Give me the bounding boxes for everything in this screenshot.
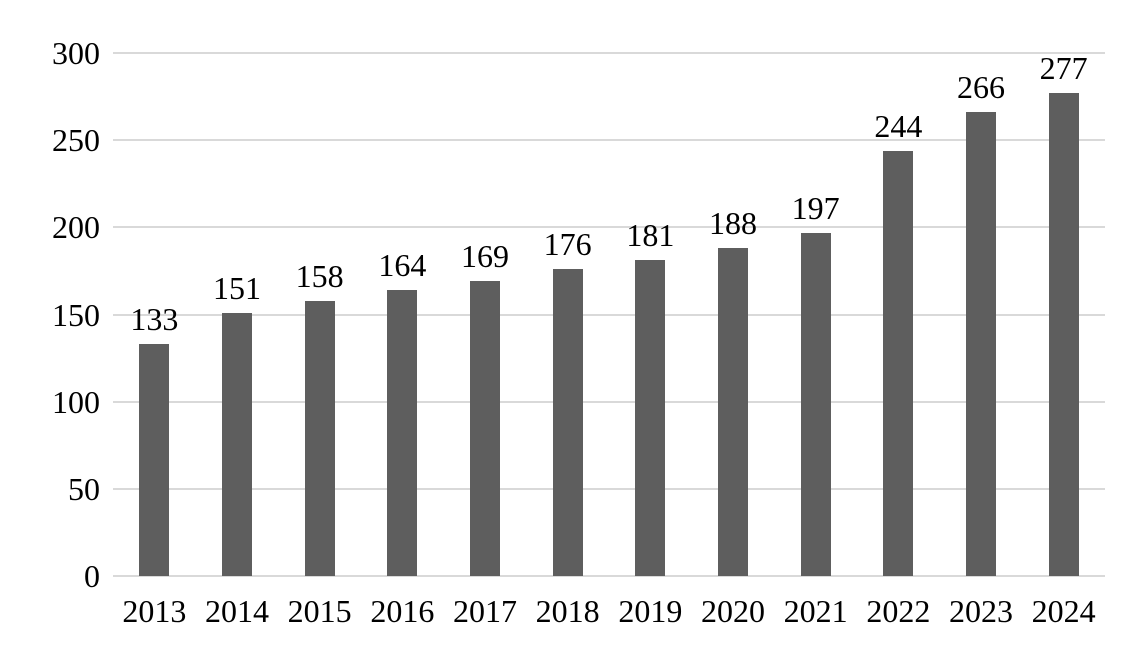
bar: [883, 150, 914, 576]
x-axis-tick-label: 2017: [452, 593, 517, 629]
bar-value-label: 197: [791, 189, 840, 226]
bar: [1048, 93, 1079, 576]
bar: [718, 248, 748, 576]
y-axis-tick-label: 150: [52, 296, 100, 333]
x-axis-tick-label: 2019: [618, 593, 683, 629]
bar-value-label: 266: [957, 69, 1005, 106]
bar-value-label: 151: [213, 269, 261, 306]
x-axis-tick-label: 2022: [866, 593, 931, 629]
x-axis-tick-label: 2021: [783, 593, 848, 629]
bar: [552, 269, 583, 576]
bar: [139, 344, 170, 576]
y-axis-tick-label: 100: [52, 383, 100, 420]
bar: [966, 112, 996, 576]
gridline: [113, 313, 1105, 316]
bar-value-label: 277: [1039, 50, 1088, 87]
gridline: [113, 52, 1105, 54]
bar-value-label: 158: [295, 257, 344, 294]
bar: [222, 312, 252, 576]
gridline: [113, 487, 1105, 490]
gridline: [113, 400, 1105, 403]
bar-value-label: 169: [461, 238, 509, 275]
x-axis-tick-label: 2020: [700, 593, 765, 629]
gridline: [113, 139, 1105, 142]
x-axis-tick-label: 2024: [1031, 593, 1096, 629]
x-axis-tick-label: 2013: [122, 593, 187, 629]
bar-value-label: 164: [378, 247, 427, 284]
y-axis-tick-label: 300: [52, 35, 100, 71]
x-axis-tick-label: 2016: [370, 593, 435, 629]
bar-value-label: 244: [874, 107, 923, 144]
bar: [470, 281, 500, 576]
gridline: [113, 226, 1105, 229]
gridline: [113, 575, 1105, 577]
bar: [387, 290, 418, 576]
x-axis-tick-label: 2018: [535, 593, 600, 629]
bar: [304, 300, 335, 576]
y-axis-tick-label: 200: [52, 209, 100, 246]
y-axis-tick-label: 50: [68, 470, 100, 507]
bar-value-label: 133: [130, 301, 179, 338]
y-axis-tick-label: 0: [84, 558, 100, 594]
bar: [800, 232, 831, 576]
bar-value-label: 176: [543, 226, 592, 263]
bar-value-label: 188: [709, 205, 757, 242]
x-axis-tick-label: 2014: [204, 593, 269, 629]
bar-value-label: 181: [626, 217, 675, 254]
x-axis-tick-label: 2015: [287, 593, 352, 629]
x-axis-tick-label: 2023: [948, 593, 1013, 629]
y-axis-tick-label: 250: [52, 122, 100, 159]
bar: [635, 260, 666, 576]
